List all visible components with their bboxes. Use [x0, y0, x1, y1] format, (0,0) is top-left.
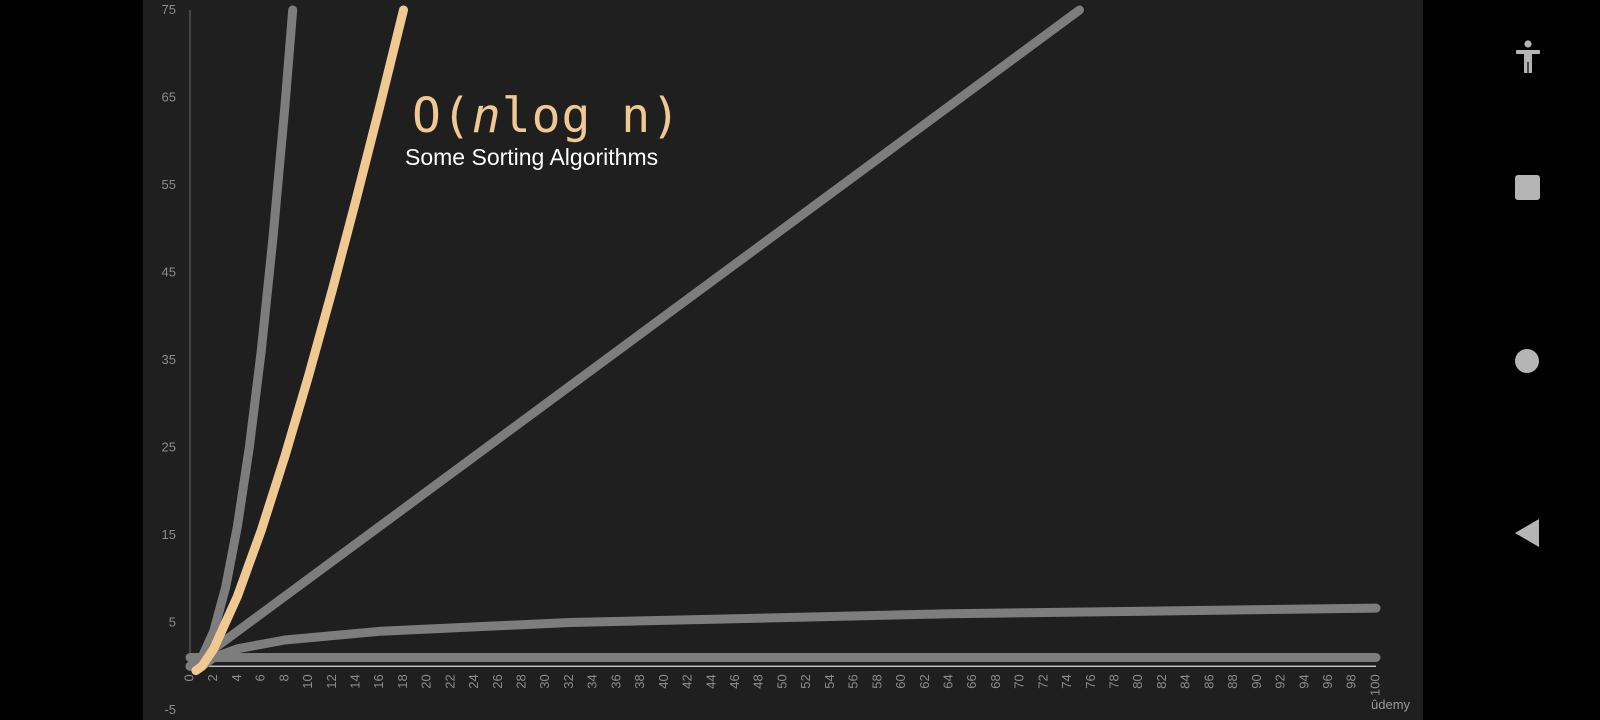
- y-tick-label: -5: [164, 702, 176, 717]
- x-tick-label: 0: [181, 674, 196, 681]
- x-tick-label: 30: [537, 674, 552, 688]
- y-tick-label: 5: [169, 615, 176, 630]
- slide-subtitle: Some Sorting Algorithms: [405, 144, 659, 170]
- home-button[interactable]: [1514, 348, 1540, 374]
- x-tick-label: 46: [727, 674, 742, 688]
- y-tick-label: 15: [162, 527, 176, 542]
- y-axis-ticks: 75 65 55 45 35 25 15 5 -5: [162, 2, 176, 717]
- x-tick-label: 58: [869, 674, 884, 688]
- y-tick-label: 65: [162, 90, 176, 105]
- series-line-n-2: [185, 5, 298, 671]
- x-tick-label: 86: [1201, 674, 1216, 688]
- x-tick-label: 80: [1130, 674, 1145, 688]
- x-tick-label: 64: [940, 674, 955, 688]
- y-tick-label: 35: [162, 352, 176, 367]
- x-tick-label: 42: [680, 674, 695, 688]
- recents-button[interactable]: [1514, 174, 1541, 201]
- triangle-back-icon: [1515, 519, 1539, 547]
- x-tick-label: 34: [585, 674, 600, 688]
- x-tick-label: 48: [751, 674, 766, 688]
- x-tick-label: 56: [846, 674, 861, 688]
- accessibility-button[interactable]: [1514, 40, 1542, 74]
- x-tick-label: 68: [988, 674, 1003, 688]
- android-nav-bar: [1500, 0, 1600, 720]
- x-tick-label: 90: [1249, 674, 1264, 688]
- x-tick-label: 62: [917, 674, 932, 688]
- x-tick-label: 16: [371, 674, 386, 688]
- x-tick-label: 72: [1035, 674, 1050, 688]
- x-tick-label: 18: [395, 674, 410, 688]
- x-tick-label: 12: [324, 674, 339, 688]
- accessibility-icon: [1516, 40, 1540, 73]
- x-tick-label: 14: [347, 674, 362, 688]
- x-tick-label: 22: [442, 674, 457, 688]
- series-group: [185, 5, 1381, 676]
- x-tick-label: 38: [632, 674, 647, 688]
- x-tick-label: 76: [1083, 674, 1098, 688]
- x-tick-label: 98: [1344, 674, 1359, 688]
- x-tick-label: 26: [490, 674, 505, 688]
- axes: [189, 10, 1376, 667]
- x-tick-label: 94: [1296, 674, 1311, 688]
- x-tick-label: 84: [1178, 674, 1193, 688]
- x-tick-label: 50: [774, 674, 789, 688]
- x-tick-label: 4: [229, 674, 244, 681]
- x-tick-label: 52: [798, 674, 813, 688]
- x-tick-label: 24: [466, 674, 481, 688]
- x-tick-label: 10: [300, 674, 315, 688]
- x-tick-label: 2: [205, 674, 220, 681]
- watermark-logo: ûdemy: [1371, 697, 1411, 712]
- x-tick-label: 36: [608, 674, 623, 688]
- x-tick-label: 96: [1320, 674, 1335, 688]
- x-tick-label: 82: [1154, 674, 1169, 688]
- slide-title: O(nlog n): [412, 88, 682, 144]
- x-tick-label: 100: [1367, 674, 1382, 696]
- x-tick-label: 92: [1273, 674, 1288, 688]
- x-tick-label: 28: [514, 674, 529, 688]
- circle-icon: [1515, 349, 1539, 373]
- series-line-n: [185, 5, 1084, 671]
- series-line-n-log2-n: [191, 5, 408, 676]
- x-tick-label: 20: [419, 674, 434, 688]
- y-tick-label: 25: [162, 440, 176, 455]
- x-tick-label: 40: [656, 674, 671, 688]
- x-axis-ticks: 0 2 4 6 8 10 12 14 16 18 20 22 24 26 28 30 32 34 36 38 40 42 4…: [181, 674, 1382, 696]
- y-tick-label: 55: [162, 177, 176, 192]
- x-tick-label: 88: [1225, 674, 1240, 688]
- y-tick-label: 75: [162, 2, 176, 17]
- x-tick-label: 70: [1012, 674, 1027, 688]
- x-tick-label: 54: [822, 674, 837, 688]
- x-tick-label: 78: [1107, 674, 1122, 688]
- back-button[interactable]: [1514, 518, 1540, 548]
- slide: 75 65 55 45 35 25 15 5 -5 0 2 4 6 8 10 12 14 16 18 20 22 24 2…: [143, 0, 1423, 720]
- x-tick-label: 6: [253, 674, 268, 681]
- square-icon: [1515, 175, 1540, 200]
- x-tick-label: 66: [964, 674, 979, 688]
- x-tick-label: 8: [276, 674, 291, 681]
- x-tick-label: 74: [1059, 674, 1074, 688]
- x-tick-label: 44: [703, 674, 718, 688]
- x-tick-label: 32: [561, 674, 576, 688]
- x-tick-label: 60: [893, 674, 908, 688]
- y-tick-label: 45: [162, 265, 176, 280]
